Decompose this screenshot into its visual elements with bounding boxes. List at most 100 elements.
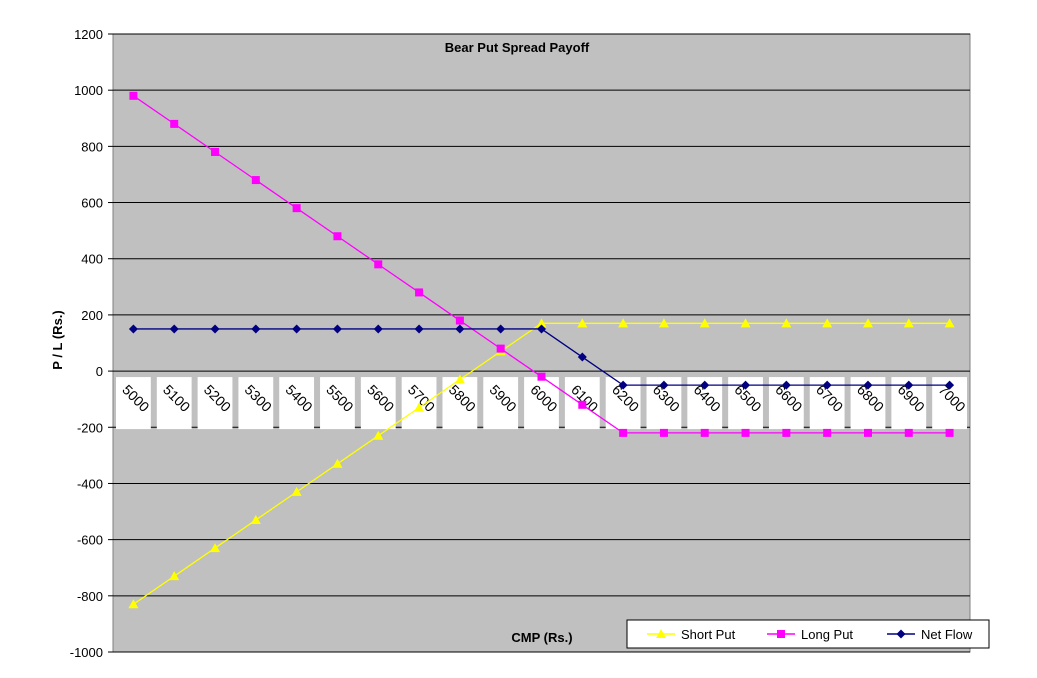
data-point — [374, 260, 383, 269]
data-point — [782, 428, 791, 437]
data-point — [862, 318, 873, 328]
y-tick-label: 0 — [96, 364, 103, 379]
y-tick-label: -1000 — [70, 645, 103, 660]
x-tick-box — [116, 377, 151, 430]
data-point — [536, 318, 547, 328]
y-tick-label: 800 — [81, 139, 103, 154]
series-net-flow — [128, 324, 955, 390]
legend-marker — [656, 629, 666, 638]
x-tick-box — [360, 377, 396, 430]
data-point — [455, 316, 464, 325]
y-tick-label: 200 — [81, 308, 103, 323]
y-tick-label: -400 — [77, 476, 103, 491]
data-point — [658, 318, 669, 328]
data-point — [333, 232, 342, 241]
data-point — [128, 599, 139, 609]
x-tick-box — [320, 377, 355, 430]
data-point — [537, 372, 546, 381]
data-point — [169, 324, 179, 334]
y-axis-label: P / L (Rs.) — [50, 310, 65, 369]
data-point — [250, 514, 261, 524]
data-point — [332, 324, 342, 334]
grid-lines — [113, 33, 970, 653]
data-point — [128, 324, 138, 334]
y-tick-label: 600 — [81, 196, 103, 211]
data-point — [740, 318, 751, 328]
data-point — [945, 380, 955, 390]
data-point — [210, 543, 221, 553]
data-point — [822, 380, 832, 390]
data-point — [577, 352, 587, 362]
chart-title: Bear Put Spread Payoff — [445, 40, 590, 55]
data-point — [577, 318, 588, 328]
y-tick-label: 400 — [81, 252, 103, 267]
data-point — [659, 380, 669, 390]
plot-area — [112, 33, 971, 653]
data-point — [659, 428, 668, 437]
data-point — [454, 374, 465, 384]
data-point — [741, 380, 751, 390]
data-point — [414, 402, 425, 412]
legend-marker — [777, 630, 785, 638]
x-tick-box — [156, 377, 192, 430]
data-point — [904, 380, 914, 390]
legend: Short Put Long Put Net Flow — [626, 619, 990, 649]
data-point — [619, 428, 628, 437]
data-point — [210, 324, 220, 334]
x-tick-box — [524, 377, 559, 430]
data-point — [903, 318, 914, 328]
data-point — [291, 486, 302, 496]
data-point — [129, 91, 138, 100]
data-point — [292, 204, 301, 213]
data-point — [700, 428, 709, 437]
data-point — [823, 428, 832, 437]
legend-label: Long Put — [801, 627, 853, 642]
y-axis-ticks: 1200 1000 800 600 400 200 0 -200 -400 -600 -800 -10… — [70, 27, 113, 660]
data-point — [699, 318, 710, 328]
data-point — [169, 571, 180, 581]
data-point — [211, 147, 220, 156]
x-tick-box — [483, 377, 519, 430]
y-tick-label: 1000 — [74, 83, 103, 98]
data-point — [944, 318, 955, 328]
data-point — [618, 318, 629, 328]
data-point — [945, 428, 954, 437]
x-axis-label: CMP (Rs.) — [511, 630, 572, 645]
data-point — [700, 380, 710, 390]
data-point — [373, 430, 384, 440]
data-point — [537, 324, 546, 334]
data-point — [496, 324, 506, 334]
legend-box — [626, 619, 990, 649]
data-point — [904, 428, 913, 437]
data-point — [170, 119, 179, 128]
series-layer — [128, 91, 955, 609]
data-point — [415, 288, 424, 297]
data-point — [741, 428, 750, 437]
x-tick-box — [442, 377, 478, 430]
legend-label: Short Put — [681, 627, 736, 642]
series-long-put — [129, 91, 954, 437]
data-point — [496, 344, 505, 353]
series-short-put — [128, 318, 955, 609]
data-point — [781, 380, 791, 390]
data-point — [332, 458, 343, 468]
x-tick-box — [238, 377, 274, 430]
data-point — [822, 318, 833, 328]
data-point — [373, 324, 383, 334]
data-point — [455, 324, 465, 334]
data-point — [414, 324, 424, 334]
y-tick-label: 1200 — [74, 27, 103, 42]
data-point — [863, 428, 872, 437]
data-point — [578, 400, 587, 409]
legend-marker — [896, 629, 906, 639]
data-point — [781, 318, 792, 328]
data-point — [251, 176, 260, 185]
y-tick-label: -600 — [77, 533, 103, 548]
y-tick-label: -200 — [77, 420, 103, 435]
y-tick-label: -800 — [77, 589, 103, 604]
data-point — [618, 380, 628, 390]
x-tick-box — [279, 377, 315, 430]
data-point — [863, 380, 873, 390]
data-point — [251, 324, 261, 334]
